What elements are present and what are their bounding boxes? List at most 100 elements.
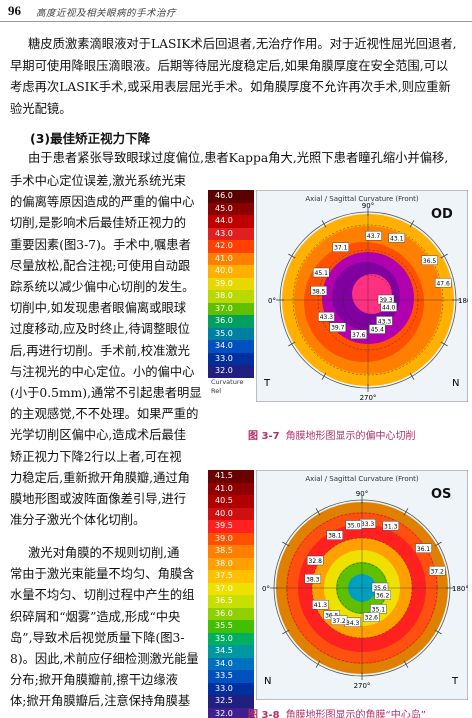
reading-value: 43.3 [320,314,334,321]
text-line: 8)。因此,术前应仔细检测激光能量 [10,652,199,666]
tick [440,253,448,259]
reading-value: 36.5 [423,258,437,265]
reading-value: 37.2 [332,618,346,625]
scale-step: 36.0 [208,315,254,328]
reading-box [350,329,367,339]
text-line: 常由于激光束能量不均匀、角膜含 [10,567,195,582]
text-line: 矫正视力下降2行以上者,可在视 [10,449,182,464]
scale-step: 33.0 [208,352,254,365]
reading-value: 33.3 [361,521,375,528]
text-line: 水量不均匀、切削过程中产生的组 [10,588,195,603]
scale-step: 40.0 [208,507,254,520]
scale-step: 37.0 [208,302,254,315]
map-title: Axial / Sagittal Curvature (Front) [305,195,418,203]
reading-box [310,286,327,296]
text-line: 体;掀开角膜瓣后,注意保持角膜基 [10,694,191,709]
side-label: T [451,676,459,687]
degree-label: 180° [458,297,468,305]
tick [315,508,321,516]
side-label: N [264,676,271,687]
text-line: 早期可使用降眼压滴眼液。后期等待屈光度稳定后,如果角膜厚度在安全范围,可以 [10,58,449,73]
text-line: 考虑再次LASIK手术,或采用表层屈光手术。如角膜厚度不允许再次手术,则应重新 [10,80,451,94]
text-line: 后,再进行切削。手术前,校准激光 [10,343,190,358]
reading-box [363,612,380,622]
scale-step: 42.0 [208,240,254,253]
reading-box [428,566,446,576]
side-label: N [452,378,459,389]
text-line: 尽量放松,配合注视;可使用自动跟 [10,258,191,273]
tick [409,372,415,380]
reading-box [388,233,405,243]
text-line: 织碎屑和“烟雾”造成,形成“中央 [10,609,181,624]
scale-step: 34.0 [208,657,254,670]
scale-step: 33.5 [208,670,254,683]
reading-value: 44.0 [382,305,396,312]
reading-value: 36.2 [376,593,390,600]
degree-label: 270° [354,682,371,690]
tick [321,372,327,380]
text-line: 激光对角膜的不规则切削,通 [28,546,180,560]
scale-step: 38.5 [208,545,254,558]
degree-label: 90° [362,202,374,210]
reading-box [434,278,452,288]
text-line: 过度移动,应及时终止,待调整眼位 [10,322,190,337]
reading-box [326,530,343,540]
caption-text: 角膜地形图显示的角膜“中心岛” [285,710,426,718]
tick [440,341,448,347]
degree-label: 180° [452,585,468,593]
text-line: 力稳定后,重新掀开角膜瓣,通过角 [10,470,190,485]
tick [315,660,321,668]
reading-value: 31.3 [384,523,398,530]
grid-circle [317,249,419,351]
text-line: 岛”,导致术后视觉质量下降(图3- [10,630,185,645]
page-number: 96 [8,3,21,18]
reading-box [421,255,438,265]
reading-box [329,322,346,332]
scale-step: 36.0 [208,607,254,620]
scale-step: 44.0 [208,215,254,228]
reading-value: 32.6 [365,615,379,622]
scale-step: 35.0 [208,632,254,645]
tick [321,220,327,228]
scale-step: 41.0 [208,482,254,495]
text-line: 踪系统以减少偏中心切削的发生。 [10,280,195,294]
reading-box [332,242,349,252]
text-line: 的主观感觉,不不处理。如果严重的 [10,407,199,422]
scale-step: 33.0 [208,682,254,695]
reading-box [345,520,362,530]
caption-number: 图 3-7 [248,431,280,442]
text-line: 的偏离等原因造成的严重的偏中心 [10,195,195,210]
figure-3-8-caption: 图 3-8 角膜地形图显示的角膜“中心岛” [248,706,426,718]
tick [288,341,296,347]
running-title: 高度近视及相关眼病的手术治疗 [36,8,177,19]
scale-step: 41.5 [208,470,254,483]
side-label: T [263,378,271,389]
reading-box [330,615,348,625]
eye-label: OD [431,207,453,222]
reading-value: 45.1 [315,270,329,277]
text-line: 切削中,如发现患者眼偏离或眼球 [10,301,187,316]
degree-label: 0° [268,297,276,305]
degree-label: 90° [356,490,368,498]
reading-value: 41.3 [314,602,328,609]
scale-label: Curvature Rel [211,377,244,395]
reading-box [380,302,397,312]
text-line: 光学切削区偏中心,造成术后最佳 [10,428,187,443]
text-line: 重要因素(图3-7)。手术中,嘱患者 [10,237,191,252]
text-line: 验光配镜。 [10,101,72,116]
map-title: Axial / Sagittal Curvature (Front) [305,475,418,483]
reading-value: 35.0 [347,523,361,530]
text-line: (小于0.5mm),通常不引起患者明显 [10,386,202,400]
scale-step: 35.5 [208,620,254,633]
scale-step: 40.5 [208,495,254,508]
scale-step: 40.0 [208,265,254,278]
section-heading: (3)最佳矫正视力下降 [30,131,151,146]
reading-box [318,312,335,322]
scale-step: 34.5 [208,645,254,658]
scale-step: 35.0 [208,327,254,340]
scale-step: 34.0 [208,340,254,353]
reading-value: 43.7 [367,233,381,240]
reading-value: 32.8 [309,558,323,565]
curvature-scale: 46.0 45.0 44.0 43.0 42.0 41.0 40.0 39.0 38.0 37.0… [208,190,254,396]
curvature-scale: 41.5 41.0 40.5 40.0 39.5 39.0 38.5 38.0 37.5 37.0… [208,470,254,718]
